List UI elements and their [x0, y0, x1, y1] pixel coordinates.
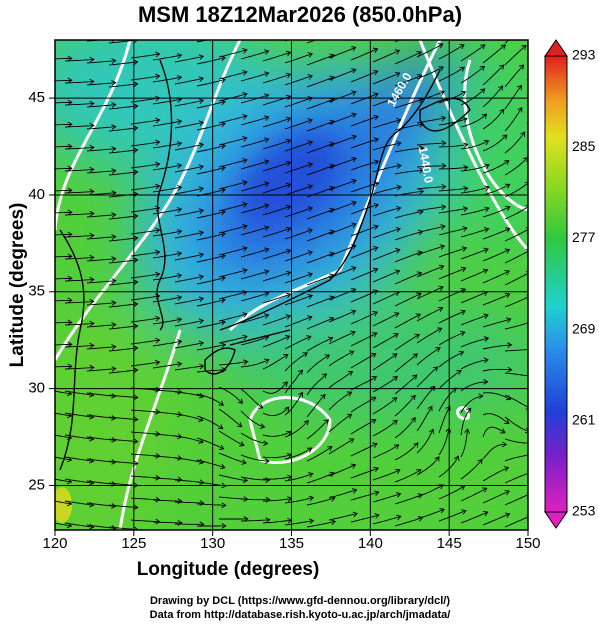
- chart-title: MSM 18Z12Mar2026 (850.0hPa): [138, 2, 462, 27]
- colorbar-tick-label: 277: [572, 229, 596, 245]
- y-tick-label: 35: [28, 283, 45, 300]
- colorbar-top-triangle: [545, 40, 567, 56]
- streamline-arrow: [221, 34, 226, 39]
- streamline: [43, 344, 72, 345]
- streamline-arrow: [395, 28, 400, 33]
- x-tick-label: 135: [279, 535, 304, 552]
- y-axis-label: Latitude (degrees): [7, 203, 28, 368]
- streamline: [43, 102, 72, 103]
- streamline-arrow: [539, 78, 543, 83]
- streamline-arrow: [308, 31, 313, 36]
- streamline: [527, 147, 546, 168]
- streamline-arrow: [286, 29, 291, 34]
- field: [20, 4, 560, 550]
- streamline-arrow: [199, 33, 203, 38]
- streamline-arrow: [544, 39, 549, 44]
- streamline: [329, 25, 356, 36]
- streamline-arrow: [502, 24, 507, 28]
- streamline: [43, 234, 72, 235]
- streamline: [527, 100, 542, 125]
- streamline: [219, 28, 247, 35]
- streamline-arrow: [481, 24, 486, 28]
- streamline-arrow: [539, 122, 543, 127]
- streamline: [43, 322, 72, 323]
- streamline: [527, 58, 546, 80]
- streamline: [43, 300, 72, 301]
- x-tick-label: 130: [200, 535, 225, 552]
- streamline: [43, 36, 72, 37]
- streamline-arrow: [177, 31, 181, 36]
- x-tick-label: 145: [437, 535, 462, 552]
- colorbar: [545, 56, 567, 512]
- streamline-arrow: [68, 34, 72, 39]
- streamline-arrow: [155, 30, 159, 35]
- x-tick-label: 140: [358, 535, 383, 552]
- colorbar-tick-label: 269: [572, 320, 596, 336]
- streamline-arrow: [545, 18, 550, 22]
- x-tick-label: 150: [515, 535, 540, 552]
- streamline-arrow: [538, 100, 542, 105]
- streamline: [153, 33, 181, 38]
- footer-line: Data from http://database.rish.kyoto-u.a…: [150, 609, 451, 621]
- y-tick-label: 25: [28, 476, 45, 493]
- x-tick-label: 125: [121, 535, 146, 552]
- streamline: [373, 28, 399, 40]
- streamline-arrow: [529, 441, 533, 446]
- streamline: [43, 58, 72, 59]
- streamline: [263, 30, 290, 39]
- streamline: [527, 18, 550, 36]
- y-tick-label: 30: [28, 380, 45, 397]
- streamline-arrow: [264, 28, 269, 33]
- colorbar-tick-label: 253: [572, 503, 596, 519]
- streamline-arrow: [529, 452, 533, 457]
- x-axis-label: Longitude (degrees): [137, 559, 320, 580]
- streamline: [241, 29, 269, 37]
- x-tick-label: 120: [42, 535, 67, 552]
- streamline-arrow: [523, 25, 528, 29]
- streamline: [43, 124, 72, 125]
- streamline: [43, 212, 72, 213]
- streamline: [43, 146, 72, 147]
- streamline: [43, 190, 72, 191]
- streamline: [527, 78, 543, 102]
- streamline: [43, 278, 72, 279]
- streamline: [483, 24, 507, 41]
- footer-line: Drawing by DCL (https://www.gfd-dennou.o…: [150, 595, 450, 607]
- streamline: [175, 34, 203, 40]
- streamline: [351, 27, 378, 38]
- streamline: [43, 256, 72, 257]
- streamline: [461, 24, 485, 39]
- streamline-arrow: [416, 29, 421, 33]
- streamline-arrow: [329, 32, 334, 37]
- streamline-arrow: [528, 320, 533, 325]
- streamline: [43, 168, 72, 169]
- y-tick-label: 45: [28, 89, 45, 106]
- colorbar-bottom-triangle: [545, 512, 567, 528]
- streamline-arrow: [529, 374, 533, 379]
- streamline-arrow: [242, 26, 247, 31]
- streamline: [43, 80, 72, 81]
- streamline: [131, 32, 160, 36]
- streamline: [43, 366, 72, 367]
- y-tick-label: 40: [28, 186, 45, 203]
- streamline-arrow: [529, 347, 533, 352]
- colorbar-tick-label: 261: [572, 412, 596, 428]
- streamline: [527, 122, 544, 146]
- colorbar-tick-label: 285: [572, 138, 596, 154]
- colorbar-tick-label: 293: [572, 47, 596, 63]
- streamline: [65, 37, 94, 39]
